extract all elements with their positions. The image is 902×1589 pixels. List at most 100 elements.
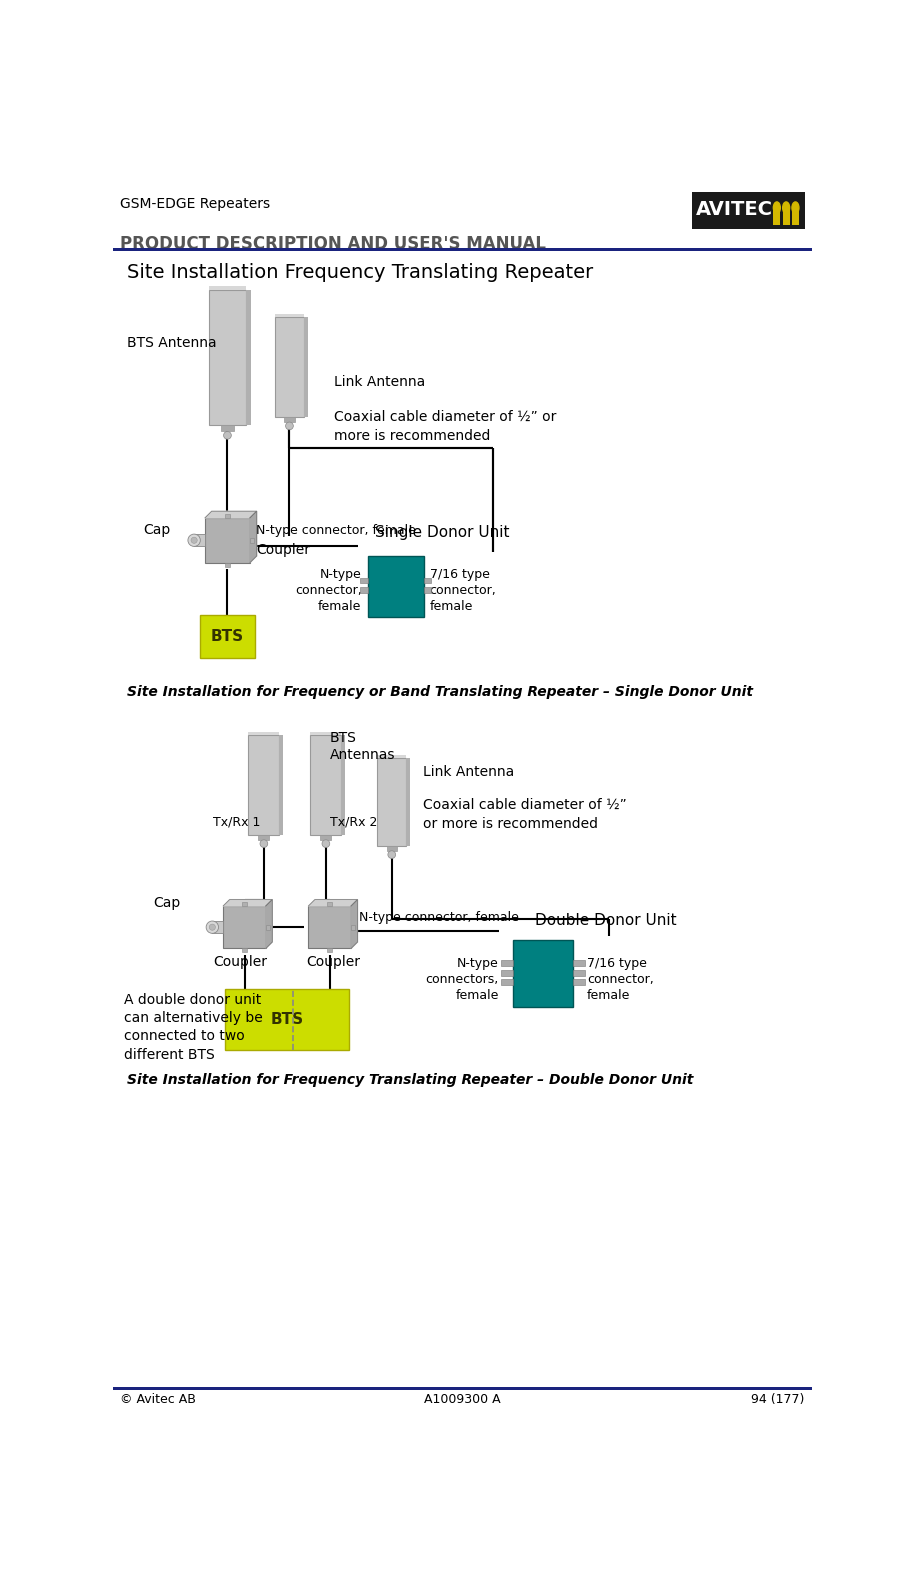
Bar [226, 988, 349, 1050]
Bar [275, 315, 304, 316]
Text: AVITEC: AVITEC [695, 200, 772, 219]
Text: Cap: Cap [143, 523, 171, 537]
Bar [242, 903, 247, 906]
Text: N-type
connector,
female: N-type connector, female [295, 567, 362, 613]
Text: 94 (177): 94 (177) [750, 1392, 804, 1406]
Polygon shape [223, 899, 272, 906]
Bar [209, 286, 246, 291]
Ellipse shape [792, 202, 799, 213]
Text: Link Antenna: Link Antenna [334, 375, 425, 389]
Bar [773, 208, 780, 226]
Bar [310, 731, 341, 734]
Circle shape [224, 432, 231, 439]
Bar [275, 316, 304, 416]
Bar [327, 903, 332, 906]
Text: Coupler: Coupler [256, 543, 310, 558]
Text: N-type connector, female: N-type connector, female [256, 524, 416, 537]
Bar [248, 734, 280, 834]
Text: N-type
connectors,
female: N-type connectors, female [426, 957, 499, 1003]
Bar [360, 588, 368, 593]
Bar [248, 731, 280, 734]
Bar [221, 424, 234, 432]
Bar [205, 518, 250, 563]
Bar [209, 291, 246, 424]
Circle shape [388, 850, 396, 858]
Bar [377, 758, 407, 847]
Text: Double Donor Unit: Double Donor Unit [535, 912, 676, 928]
Polygon shape [250, 512, 257, 563]
Bar [308, 906, 351, 949]
Text: 7/16 type
connector,
female: 7/16 type connector, female [587, 957, 654, 1003]
Bar [327, 949, 332, 952]
Bar [360, 578, 368, 583]
Bar [501, 969, 512, 976]
Text: Coupler: Coupler [214, 955, 268, 969]
Circle shape [260, 841, 268, 847]
Bar [377, 755, 407, 758]
Bar [250, 537, 254, 543]
Bar [573, 960, 584, 966]
Bar [693, 192, 805, 229]
Text: BTS
Antennas: BTS Antennas [330, 731, 395, 763]
Bar [284, 416, 295, 423]
Bar [501, 979, 512, 985]
Text: Tx/Rx 1: Tx/Rx 1 [213, 815, 260, 828]
Circle shape [322, 841, 330, 847]
Text: Cap: Cap [153, 896, 180, 910]
Text: Tx/Rx 2: Tx/Rx 2 [330, 815, 377, 828]
Bar [304, 316, 308, 416]
Bar [280, 734, 283, 834]
Text: A double donor unit
can alternatively be
connected to two
different BTS: A double donor unit can alternatively be… [124, 993, 263, 1061]
Circle shape [188, 534, 200, 547]
Text: Site Installation for Frequency Translating Repeater – Double Donor Unit: Site Installation for Frequency Translat… [126, 1074, 693, 1087]
Text: Link Antenna: Link Antenna [423, 766, 514, 780]
Text: Coaxial cable diameter of ½”
or more is recommended: Coaxial cable diameter of ½” or more is … [423, 798, 627, 831]
Text: A1009300 A: A1009300 A [424, 1392, 501, 1406]
Ellipse shape [773, 202, 780, 213]
Text: Coaxial cable diameter of ½” or
more is recommended: Coaxial cable diameter of ½” or more is … [334, 410, 556, 443]
Text: 7/16 type
connector,
female: 7/16 type connector, female [429, 567, 496, 613]
Circle shape [286, 423, 293, 429]
Circle shape [191, 537, 198, 543]
Text: BTS: BTS [211, 629, 244, 644]
Text: Coupler: Coupler [307, 955, 361, 969]
Bar [573, 969, 584, 976]
Text: Single Donor Unit: Single Donor Unit [375, 524, 510, 540]
Bar [113, 248, 812, 251]
Text: GSM-EDGE Repeaters: GSM-EDGE Repeaters [121, 197, 271, 211]
Bar [225, 513, 230, 518]
Polygon shape [205, 512, 257, 518]
Bar [407, 758, 410, 847]
Bar [512, 939, 573, 1007]
Bar [792, 208, 799, 226]
Bar [573, 979, 584, 985]
Ellipse shape [783, 202, 789, 213]
Bar [310, 734, 341, 834]
Bar [194, 534, 205, 547]
Bar [242, 949, 247, 952]
Bar [320, 834, 331, 841]
Circle shape [209, 925, 216, 930]
Bar [341, 734, 345, 834]
Bar [424, 578, 431, 583]
Polygon shape [308, 899, 357, 906]
Bar [212, 922, 223, 933]
Circle shape [207, 922, 218, 933]
Bar [387, 847, 397, 850]
Bar [424, 588, 431, 593]
Bar [501, 960, 512, 966]
Bar [113, 1387, 812, 1389]
Polygon shape [266, 899, 272, 949]
Bar [246, 291, 251, 424]
Bar [368, 556, 424, 617]
Bar [200, 615, 254, 658]
Text: Site Installation for Frequency or Band Translating Repeater – Single Donor Unit: Site Installation for Frequency or Band … [126, 685, 752, 699]
Text: Site Installation Frequency Translating Repeater: Site Installation Frequency Translating … [126, 264, 593, 283]
Text: BTS Antenna: BTS Antenna [126, 337, 216, 350]
Text: N-type connector, female: N-type connector, female [359, 912, 519, 925]
Bar [225, 563, 230, 567]
Text: BTS: BTS [271, 1012, 304, 1026]
Bar [223, 906, 266, 949]
Polygon shape [351, 899, 357, 949]
Text: © Avitec AB: © Avitec AB [121, 1392, 197, 1406]
